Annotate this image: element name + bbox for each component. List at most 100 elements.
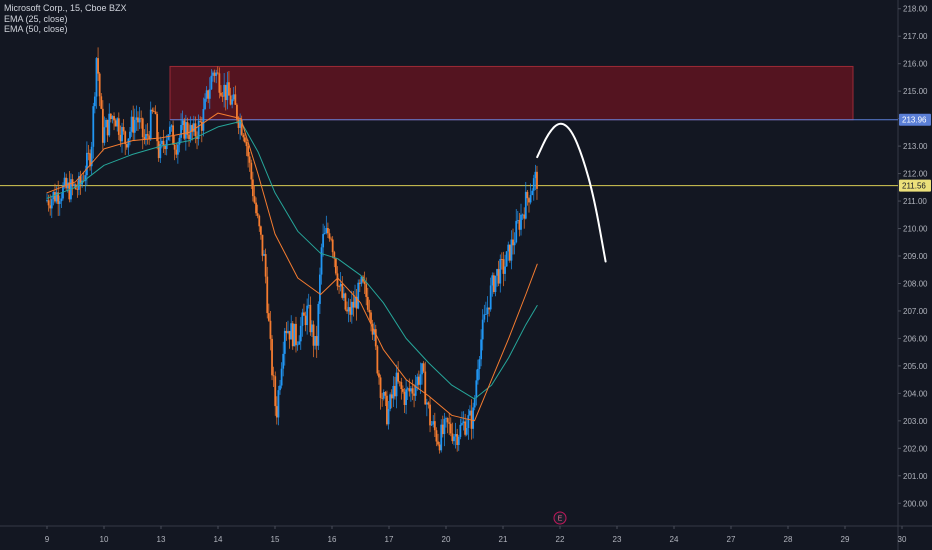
earnings-event-label: E [558,516,563,523]
candle-body [132,116,135,133]
candle-body [386,395,388,425]
candle-body [320,247,323,275]
candle-body [379,377,382,398]
candle-body [451,433,454,442]
candle-body [494,275,497,292]
current-price-badge-bg [899,179,931,192]
candle-body [475,380,478,399]
candle-body [125,144,128,148]
candle-body [175,149,178,155]
candle-body [46,200,48,202]
candle-body [239,120,242,128]
candle-body [212,72,214,76]
candle-body [199,121,202,122]
candle-body [207,90,210,99]
y-tick-label: 213.00 [903,142,928,151]
candle-body [516,220,519,221]
candle-body [176,144,179,155]
candle-body [280,368,283,386]
candle-body [130,116,133,132]
candle-body [488,307,490,310]
candle-body [526,191,529,199]
candle-body [421,363,423,375]
candle-body [336,273,339,287]
candle-body [417,376,420,385]
candle-body [389,394,392,409]
candle-body [170,125,173,127]
candle-body [66,182,69,189]
candle-body [347,307,350,312]
candle-body [248,156,251,163]
x-tick-label: 24 [670,535,679,544]
candle-body [275,406,278,418]
candle-body [440,424,443,451]
candle-body [266,276,269,314]
candle-body [251,179,254,197]
candle-body [291,323,294,347]
candle-body [529,195,532,203]
x-tick-label: 14 [214,535,223,544]
candle-body [397,372,400,382]
candle-body [93,96,96,107]
candle-body [370,312,372,324]
candle-body [245,141,248,147]
candle-body [111,116,114,120]
candle-body [282,353,285,369]
candle-body [95,58,98,97]
candle-body [283,330,286,354]
candle-body [492,275,495,292]
candle-body [164,145,167,150]
candle-body [63,177,66,186]
candle-body [58,201,61,204]
candle-body [259,226,262,235]
ema-25-line [46,112,538,422]
candle-body [49,205,52,209]
candle-body [256,213,259,216]
candle-body [290,323,293,340]
x-tick-label: 27 [727,535,736,544]
x-tick-label: 16 [328,535,337,544]
candle-body [162,140,165,146]
candle-body [304,315,307,326]
candle-body [510,239,513,261]
candle-body [354,296,356,308]
candle-body [213,72,216,76]
candle-body [218,73,221,93]
y-tick-label: 205.00 [903,362,928,371]
candle-body [261,234,264,256]
y-tick-label: 203.00 [903,417,928,426]
candle-body [477,368,479,381]
earnings-event-icon [553,511,567,525]
candle-body [387,408,390,425]
candle-body [456,434,459,445]
candle-body [65,177,68,189]
candle-body [191,125,194,132]
candle-body [504,266,506,274]
candle-body [350,301,353,315]
candle-body [317,303,320,346]
candle-body [362,276,364,282]
candle-body [414,385,417,396]
candle-body [86,152,88,176]
candle-body [378,373,380,378]
candle-body [371,323,374,335]
candle-body [532,178,535,191]
candle-body [154,111,157,114]
candle-body [309,304,312,333]
candle-body [157,141,160,159]
candle-body [483,314,486,320]
candle-body [279,385,281,391]
x-tick-label: 15 [271,535,280,544]
candle-body [478,359,481,369]
candle-body [518,220,521,230]
candle-body [400,382,403,390]
candle-body [253,196,256,203]
candle-body [499,258,502,284]
candle-body [298,341,301,345]
candle-body [437,441,439,445]
candle-body [141,118,144,138]
candle-body [457,436,460,445]
candle-body [489,285,492,310]
candle-body [76,189,79,190]
